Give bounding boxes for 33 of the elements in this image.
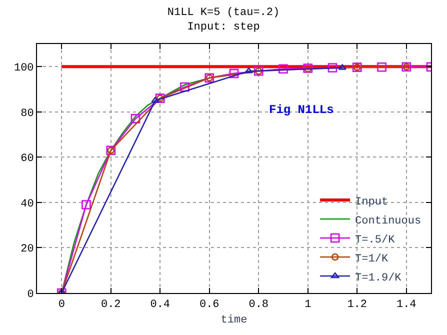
y-tick-label: 60 [20, 153, 34, 166]
chart-subtitle: Input: step [187, 21, 260, 34]
legend-label: T=1/K [355, 253, 388, 266]
point [229, 68, 239, 78]
y-tick-label: 100 [14, 62, 34, 74]
x-tick-label: 0.4 [150, 299, 170, 312]
point [130, 114, 140, 124]
point [180, 82, 190, 92]
point [151, 96, 160, 103]
point [278, 64, 288, 74]
y-tick-label: 80 [20, 108, 34, 120]
y-tick-label: 40 [20, 198, 34, 210]
x-axis-title: time [220, 314, 248, 326]
x-tick-label: 0.6 [199, 299, 220, 312]
legend-label: T=.5/K [355, 234, 396, 246]
point [244, 68, 253, 74]
x-tick-label: 0 [58, 299, 65, 312]
point [82, 200, 91, 210]
point [328, 63, 338, 72]
legend-label: Continuous [355, 215, 422, 228]
y-tick-label: 20 [20, 244, 34, 256]
legend-label: T=1.9/K [355, 272, 402, 284]
x-tick-label: 1.4 [396, 299, 417, 312]
x-tick-label: 1.2 [347, 299, 368, 312]
chart-title: N1LL K=5 (tau=.2) [167, 7, 280, 20]
x-tick-label: 0.2 [100, 299, 121, 312]
legend-label: Input [355, 196, 388, 208]
y-tick-label: 0 [27, 288, 34, 301]
annotation: Fig N1LLs [269, 103, 334, 117]
point [377, 62, 386, 72]
x-tick-label: 1 [304, 299, 312, 312]
point [338, 64, 346, 70]
x-tick-label: 0.8 [248, 299, 269, 312]
